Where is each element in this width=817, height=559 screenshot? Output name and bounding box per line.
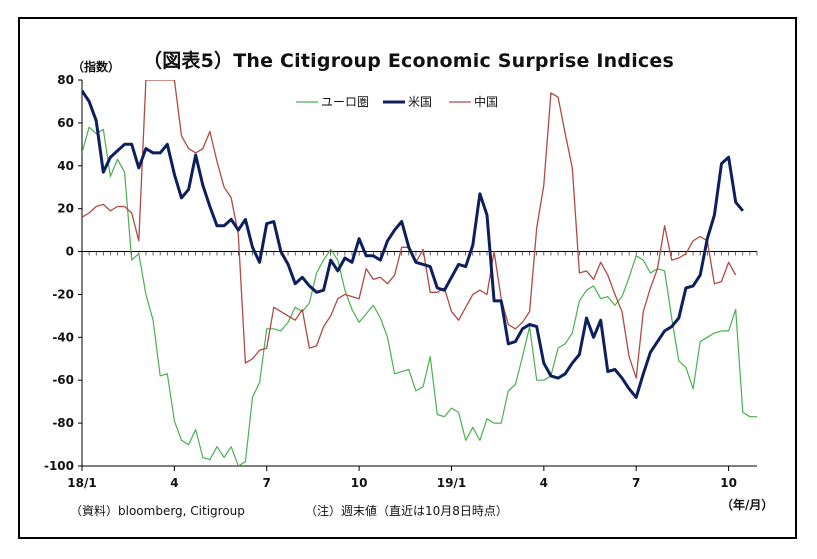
x-tick-label: 18/1 [67, 476, 96, 490]
x-tick-label: 10 [351, 476, 368, 490]
series-line-2 [82, 80, 737, 379]
chart-frame [18, 17, 797, 539]
x-tick-label: 7 [263, 476, 271, 490]
legend-item: 米国 [383, 95, 432, 109]
series-line-0 [82, 126, 757, 466]
legend-label: 米国 [408, 95, 432, 109]
y-tick-label: 20 [57, 202, 74, 216]
y-tick-label: 40 [57, 159, 74, 173]
x-tick-label: 4 [540, 476, 548, 490]
x-tick-label: 10 [720, 476, 737, 490]
y-tick-label: -20 [52, 287, 74, 301]
y-tick-label: -60 [52, 373, 74, 387]
legend-label: ユーロ圏 [321, 95, 369, 109]
chart-title: （図表5）The Citigroup Economic Surprise Ind… [143, 50, 674, 72]
legend-item: 中国 [449, 94, 498, 109]
footnote: （注）週末値（直近は10月8日時点） [305, 504, 508, 518]
y-axis-unit-label: （指数） [72, 60, 121, 74]
y-tick-label: -40 [52, 330, 74, 344]
series-line-1 [82, 89, 744, 399]
x-tick-label: 7 [632, 476, 640, 490]
y-tick-label: -100 [44, 459, 74, 473]
y-tick-label: 60 [57, 116, 74, 130]
x-axis-unit-label: （年/月） [721, 498, 774, 512]
y-tick-label: 0 [66, 245, 74, 259]
x-tick-label: 19/1 [437, 476, 466, 490]
legend-label: 中国 [474, 94, 498, 109]
source-note: （資料）bloomberg, Citigroup [70, 504, 245, 518]
legend-item: ユーロ圏 [296, 95, 369, 109]
y-tick-label: -80 [52, 416, 74, 430]
x-tick-label: 4 [170, 476, 178, 490]
y-tick-label: 80 [57, 73, 74, 87]
